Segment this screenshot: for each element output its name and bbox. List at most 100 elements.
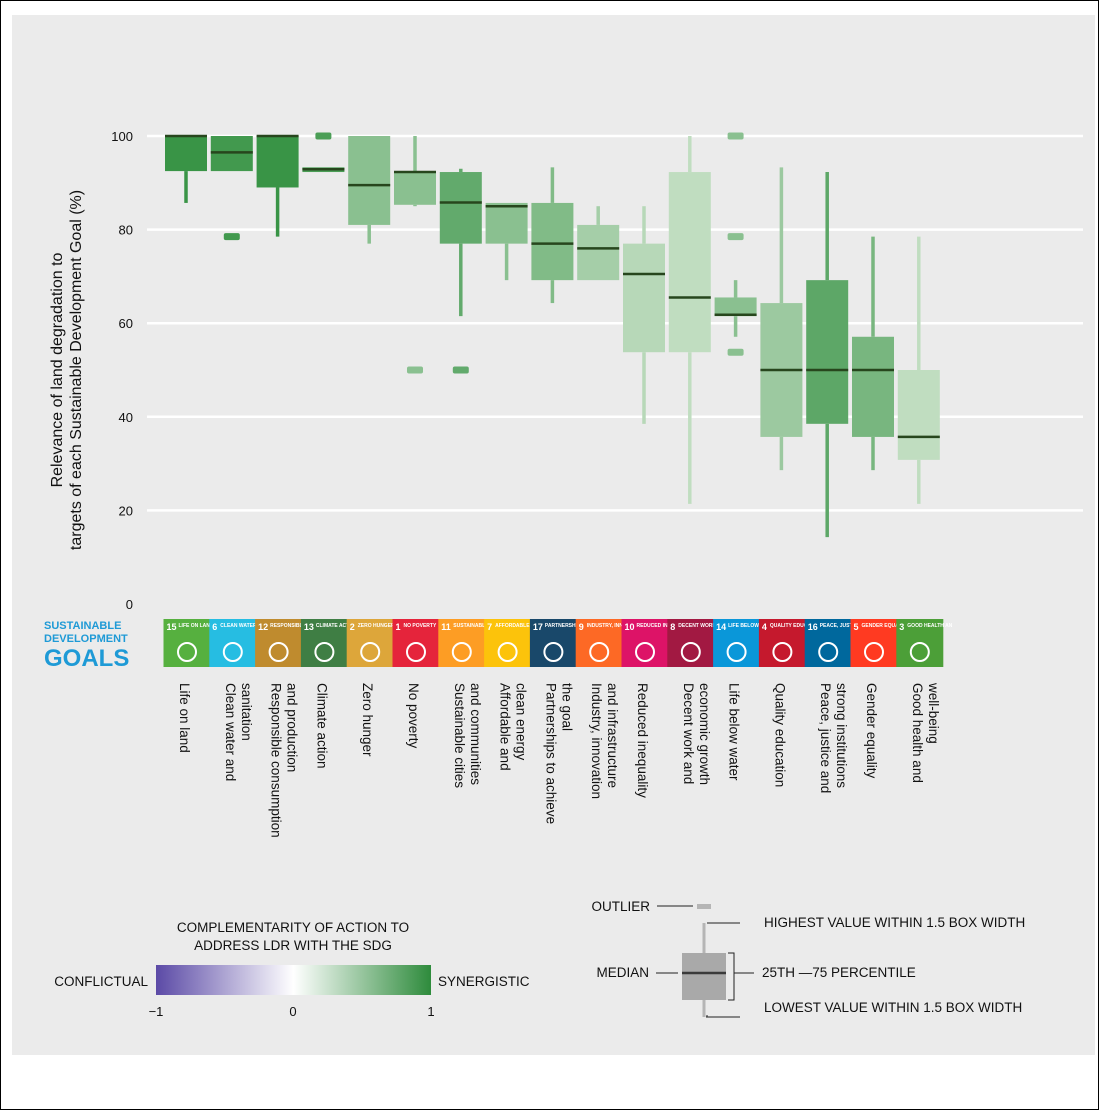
legend-highest-label: HIGHEST VALUE WITHIN 1.5 BOX WIDTH [764, 915, 1025, 930]
sdg-brand-logo: SUSTAINABLE DEVELOPMENT GOALS [44, 620, 129, 672]
sdg-icon-5-name: GENDER EQUALIT [862, 623, 907, 629]
sdg-icon-3-glyph [909, 642, 930, 662]
box-12 [668, 172, 711, 353]
category-label-13-line1: Life below water [727, 683, 742, 781]
box-9 [531, 202, 574, 281]
sdg-icon-17-number: 17 [533, 622, 543, 632]
category-label-9-line1: Partnerships to achieve [543, 683, 558, 824]
chart-panel: 0 20 40 60 80 100 Relevance of land degradati… [12, 15, 1095, 1055]
box-7 [439, 172, 482, 244]
category-label-10-line1: Industry, innovation [589, 683, 604, 799]
sdg-icon-4-glyph [772, 642, 793, 662]
category-label-1-line1: Life on land [177, 683, 192, 753]
box-3 [256, 136, 299, 188]
category-label-3-line1: Responsible consumption [269, 683, 284, 838]
category-label-2-line1: Clean water and [223, 683, 238, 781]
category-label-12-line1: Decent work and [681, 683, 696, 784]
sdg-icon-14-glyph [726, 642, 747, 662]
sdg-icon-17-glyph [543, 642, 564, 662]
box-13 [714, 297, 757, 317]
category-label-15-line2: strong institutions [834, 683, 849, 788]
category-label-7-line2: and communities [468, 683, 483, 785]
sdg-icon-15-name: LIFE ON LAND [179, 623, 214, 629]
legend-box [682, 953, 726, 1000]
sdg-icon-2-number: 2 [350, 622, 355, 632]
colorbar-right-label: SYNERGISTIC [438, 974, 530, 989]
sdg-icon-16-number: 16 [808, 622, 818, 632]
sdg-icon-16-glyph [818, 642, 839, 662]
box-11 [623, 243, 665, 353]
box-5 [348, 136, 391, 225]
category-label-4-line1: Climate action [314, 683, 329, 769]
outlier-13-2 [727, 233, 744, 241]
category-label-8-line2: clean energy [514, 683, 529, 761]
y-tick-label-40: 40 [119, 410, 133, 425]
sdg-icon-13-name: CLIMATE ACTION [316, 623, 359, 629]
sdg-icon-9-name: INDUSTRY, INNO [587, 623, 627, 629]
sdg-icon-4-name: QUALITY EDUCAT [770, 623, 814, 629]
sdg-icon-4-number: 4 [762, 622, 767, 632]
sdg-icon-9-glyph [589, 642, 610, 662]
category-label-5-line1: Zero hunger [360, 683, 375, 757]
category-labels: Life on land Clean water and sanitation Res… [177, 682, 941, 838]
box-8 [485, 202, 528, 244]
legend-percentile-label: 25TH —75 PERCENTILE [762, 965, 916, 980]
colorbar-title-line2: ADDRESS LDR WITH THE SDG [194, 938, 392, 953]
sdg-icon-14-number: 14 [716, 622, 726, 632]
sdg-icon-11-glyph [451, 642, 472, 662]
y-tick-label-100: 100 [111, 129, 133, 144]
y-tick-label-20: 20 [119, 503, 133, 518]
box-6 [394, 171, 436, 205]
colorbar-tick-min: −1 [149, 1004, 164, 1019]
outlier-13-3 [727, 132, 744, 140]
legend-percentile-bracket [728, 952, 754, 1001]
category-label-11-line1: Reduced inequality [635, 683, 650, 798]
category-label-17-line2: well-being [926, 682, 941, 744]
sdg-icon-17-name: PARTNERSHIPS F [545, 623, 588, 629]
category-label-12-line2: economic growth [697, 683, 712, 785]
sdg-icon-11-number: 11 [441, 622, 451, 632]
category-label-16-line1: Gender equality [864, 683, 879, 779]
sdg-icon-13-number: 13 [304, 622, 314, 632]
colorbar-title-line1: COMPLEMENTARITY OF ACTION TO [177, 920, 409, 935]
sdg-icon-10-name: REDUCED INEQUA [637, 623, 683, 629]
sdg-icon-7-name: AFFORDABLE AND [495, 623, 542, 629]
outlier-2-1 [223, 233, 240, 241]
y-tick-label-60: 60 [119, 316, 133, 331]
sdg-icon-7-glyph [497, 642, 518, 662]
colorbar-legend: COMPLEMENTARITY OF ACTION TO ADDRESS LDR… [54, 920, 530, 1019]
sdg-brand-line3: GOALS [44, 645, 129, 672]
sdg-icon-1-name: NO POVERTY [404, 623, 437, 629]
sdg-icon-2-name: ZERO HUNGER [358, 623, 395, 629]
boxes-group [165, 132, 940, 538]
outlier-6-1 [407, 366, 423, 374]
category-label-10-line2: and infrastructure [605, 683, 620, 788]
category-label-7-line1: Sustainable cities [452, 683, 467, 788]
sdg-icon-3-number: 3 [899, 622, 904, 632]
sdg-icon-9-number: 9 [579, 622, 584, 632]
sdg-icon-12-name: RESPONSIBLE CO [270, 623, 315, 629]
sdg-icon-10-glyph [635, 642, 655, 662]
sdg-icon-6-name: CLEAN WATER AN [220, 623, 265, 629]
box-15 [806, 280, 849, 424]
y-axis-label-line2: targets of each Sustainable Development … [68, 190, 85, 550]
box-16 [852, 336, 894, 437]
sdg-icon-15-glyph [177, 642, 197, 662]
outlier-7-1 [452, 366, 469, 374]
sdg-icon-1-number: 1 [396, 622, 401, 632]
box-legend: OUTLIER HIGHEST VALUE WITHIN 1.5 BOX WID… [591, 899, 1025, 1018]
sdg-icon-12-number: 12 [258, 622, 268, 632]
sdg-icon-12-glyph [268, 642, 289, 662]
y-tick-label-0: 0 [126, 597, 133, 612]
sdg-icon-2-glyph [360, 642, 381, 662]
sdg-icon-11-name: SUSTAINABLE CI [453, 623, 495, 629]
legend-median-label: MEDIAN [596, 965, 649, 980]
y-axis-ticks: 0 20 40 60 80 100 [111, 129, 133, 612]
sdg-icon-1-glyph [406, 642, 426, 662]
sdg-icon-8-glyph [680, 642, 701, 662]
outlier-4-1 [315, 132, 332, 140]
box-1 [165, 136, 207, 172]
category-label-8-line1: Affordable and [498, 683, 513, 771]
legend-lowest-label: LOWEST VALUE WITHIN 1.5 BOX WIDTH [764, 1000, 1022, 1015]
